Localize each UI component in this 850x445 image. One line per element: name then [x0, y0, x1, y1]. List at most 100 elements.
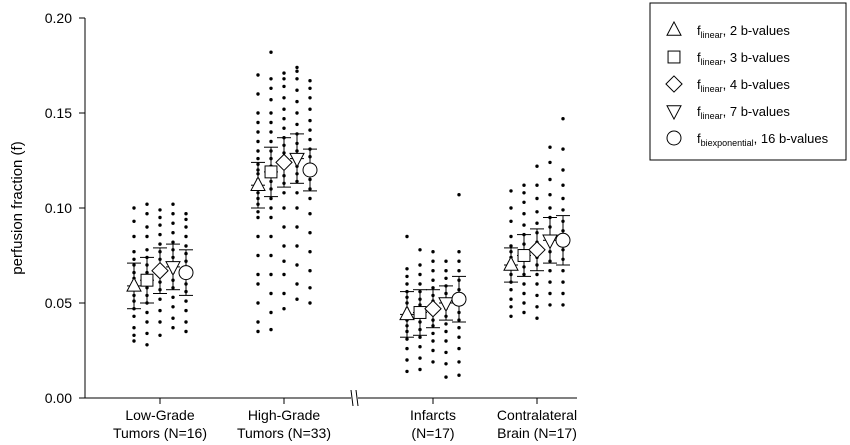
data-point	[256, 301, 260, 305]
data-point	[269, 120, 273, 125]
data-point	[269, 272, 273, 277]
data-point	[184, 225, 188, 229]
data-point	[145, 331, 149, 336]
data-point	[535, 183, 539, 187]
category-label-line1: Infarcts	[410, 407, 456, 423]
data-point	[444, 339, 448, 343]
data-point	[509, 206, 513, 210]
data-point	[561, 208, 565, 212]
data-point	[132, 219, 136, 223]
mean-markers	[126, 152, 571, 321]
data-point	[295, 77, 299, 81]
data-point	[522, 223, 526, 227]
mean-marker	[399, 305, 415, 321]
data-point	[535, 305, 539, 309]
data-point	[308, 196, 312, 201]
data-point	[522, 282, 526, 286]
data-point	[269, 139, 273, 144]
data-point	[308, 269, 312, 273]
mean-marker	[165, 261, 181, 277]
data-point	[282, 307, 286, 311]
data-point	[158, 208, 162, 212]
data-point	[295, 297, 299, 301]
mean-marker	[451, 291, 467, 307]
data-point	[269, 111, 273, 115]
legend-marker	[667, 50, 681, 64]
data-point	[145, 225, 149, 229]
data-point	[256, 139, 260, 144]
data-point	[561, 303, 565, 307]
data-point	[522, 191, 526, 195]
data-point	[444, 269, 448, 273]
data-point	[457, 326, 461, 330]
data-point	[522, 310, 526, 315]
data-point	[457, 335, 461, 339]
legend-marker	[666, 20, 682, 36]
data-point	[535, 316, 539, 320]
data-point	[295, 206, 299, 210]
data-point	[295, 225, 299, 229]
data-point	[295, 111, 299, 115]
data-point	[132, 250, 136, 254]
mean-marker	[151, 261, 169, 280]
data-point	[295, 263, 299, 267]
data-point	[269, 234, 273, 239]
y-axis-title: perfusion fraction (f)	[9, 141, 26, 274]
data-point	[522, 301, 526, 305]
data-point	[431, 360, 435, 364]
data-point	[548, 291, 552, 296]
data-point	[256, 253, 260, 258]
data-point	[282, 96, 286, 100]
data-point	[522, 291, 526, 296]
mean-marker	[438, 297, 454, 313]
data-point	[418, 335, 422, 339]
data-point	[256, 282, 260, 286]
error-bars	[127, 133, 570, 338]
data-point	[561, 291, 565, 296]
data-point	[431, 269, 435, 273]
data-point	[418, 282, 422, 286]
data-point	[295, 244, 299, 248]
data-point	[269, 310, 273, 315]
data-point	[171, 295, 175, 299]
data-point	[295, 282, 299, 286]
data-point	[158, 215, 162, 220]
data-point	[282, 206, 286, 210]
y-tick-label: 0.00	[45, 390, 72, 406]
data-point	[457, 346, 461, 351]
data-point	[548, 145, 552, 149]
data-point	[132, 339, 136, 343]
data-point	[269, 206, 273, 210]
data-point	[457, 193, 461, 197]
data-point	[308, 96, 312, 100]
data-point	[308, 107, 312, 111]
data-point	[145, 248, 149, 252]
data-point	[444, 322, 448, 326]
data-point	[184, 212, 188, 216]
data-point	[431, 331, 435, 336]
data-point	[295, 99, 299, 104]
data-point	[535, 293, 539, 298]
mean-marker	[413, 306, 427, 319]
data-point	[431, 259, 435, 263]
data-point	[295, 191, 299, 195]
data-point	[158, 308, 162, 313]
data-point	[282, 225, 286, 229]
mean-marker	[140, 273, 154, 287]
mean-marker	[517, 249, 531, 262]
category-label-line2: Tumors (N=33)	[237, 425, 331, 441]
data-point	[535, 272, 539, 277]
data-point	[158, 297, 162, 301]
data-point	[509, 219, 513, 223]
data-point	[444, 350, 448, 355]
data-point	[184, 308, 188, 313]
data-point	[256, 130, 260, 134]
data-point	[256, 272, 260, 277]
data-point	[522, 183, 526, 187]
mean-marker	[424, 299, 442, 318]
data-point	[145, 343, 149, 347]
y-tick-label: 0.15	[45, 105, 72, 121]
legend-entry-label: fbiexponential, 16 b-values	[697, 131, 829, 148]
data-point	[535, 282, 539, 286]
axis-break-mark-right	[355, 389, 359, 407]
